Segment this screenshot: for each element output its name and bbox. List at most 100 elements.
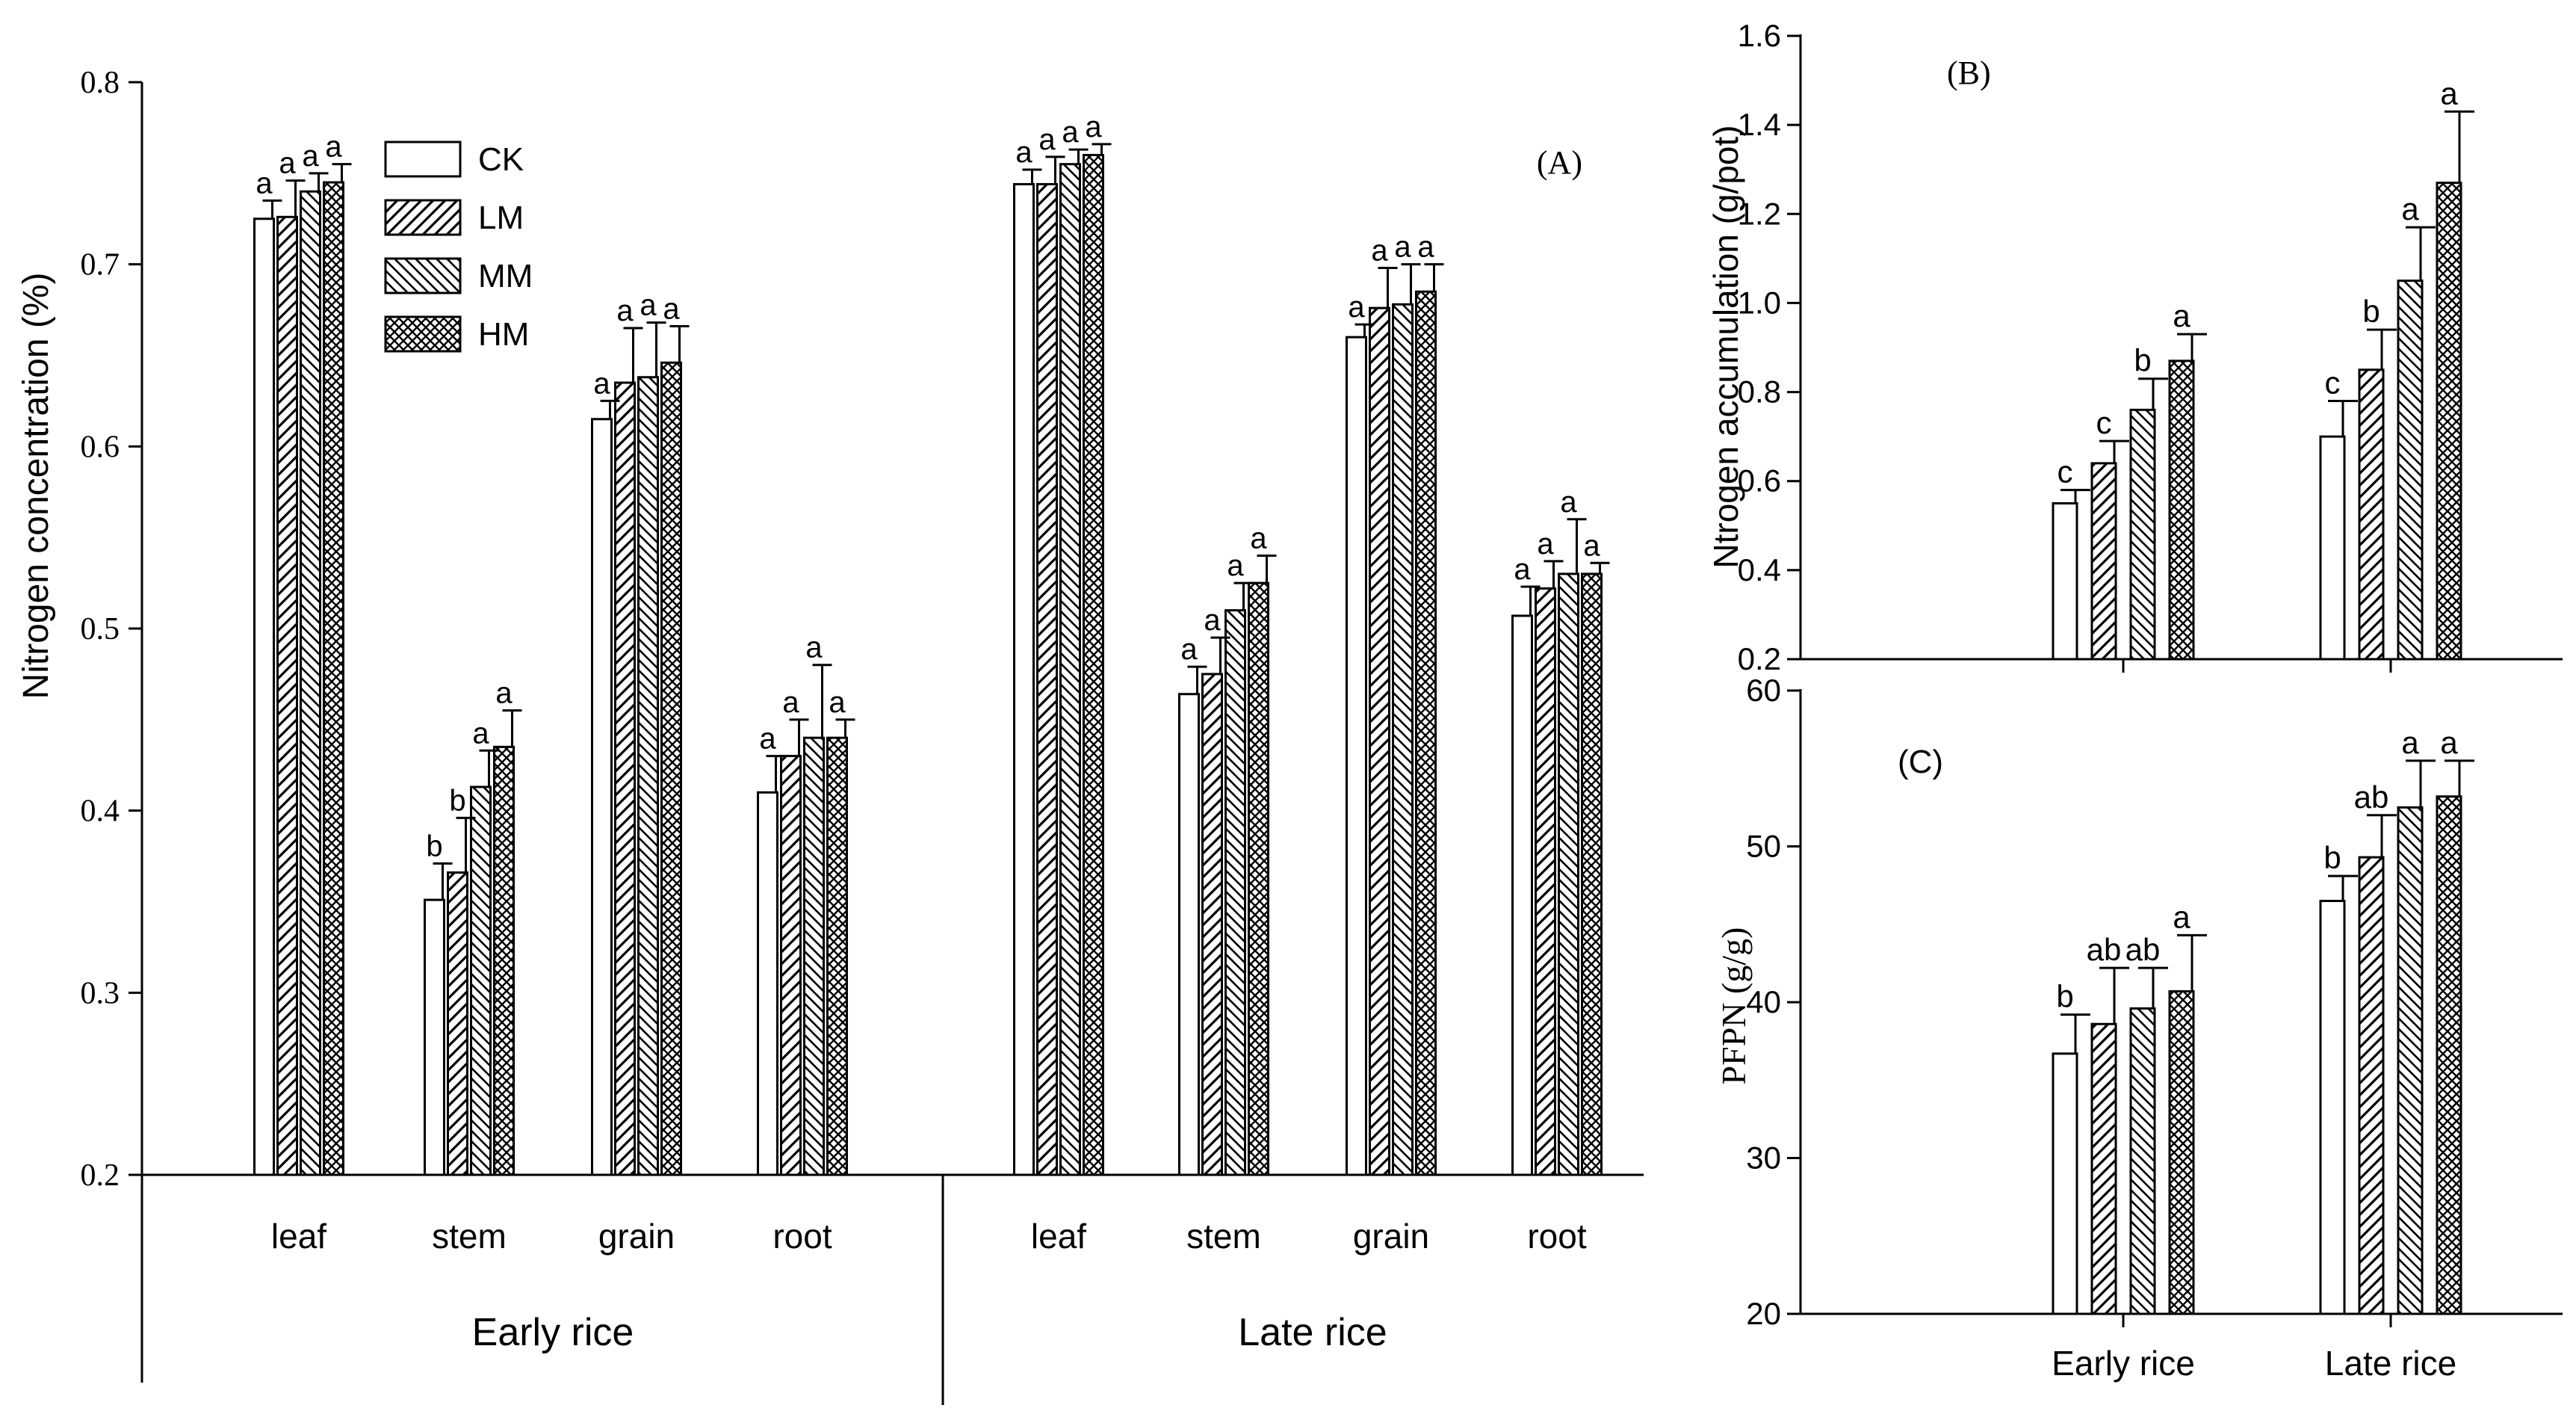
panel-a-hm-bar	[660, 361, 682, 1176]
panel-c-hm-significance-letter: a	[2440, 725, 2458, 760]
panel-a-ck-significance-letter: a	[593, 367, 610, 400]
panel-a-mm-bar	[637, 376, 659, 1176]
panel-a-lm-bar	[1369, 306, 1390, 1176]
panel-a-ck-bar	[253, 217, 275, 1176]
panel-a-ck-significance-letter: a	[1180, 633, 1198, 666]
panel-a-x-tick-label: grain	[1353, 1217, 1429, 1256]
legend-label-lm: LM	[478, 200, 524, 236]
panel-a-mm-bar	[470, 785, 492, 1176]
panel-c-lm-bar	[2358, 856, 2385, 1315]
panel-b-ck-bar	[2052, 502, 2078, 661]
panel-c-hm-significance-letter: a	[2173, 899, 2190, 934]
panel-a-legend: CK LM MM HM	[384, 141, 533, 353]
panel-c-mm-bar	[2397, 806, 2424, 1315]
panel-a-mm-significance-letter: a	[1560, 486, 1577, 519]
panel-a-mm-bar	[1059, 163, 1081, 1176]
legend-swatch-ck	[384, 141, 462, 178]
panel-a-hm-significance-letter: a	[829, 686, 846, 719]
panel-b-y-tick-label: 0.4	[1738, 552, 1781, 587]
legend-label-ck: CK	[478, 141, 524, 178]
panel-a-mm-significance-letter: a	[1394, 231, 1411, 264]
panel-a-mm-bar	[300, 190, 321, 1176]
panel-b-lm-significance-letter: b	[2362, 294, 2380, 329]
panel-b-y-tick-label: 0.6	[1738, 463, 1781, 498]
legend-swatch-lm	[384, 199, 462, 236]
panel-c-lm-significance-letter: ab	[2087, 932, 2122, 967]
panel-a-x-tick-label: leaf	[271, 1217, 326, 1256]
panel-a-lm-bar	[447, 871, 468, 1176]
panel-b-y-tick-label: 1.6	[1738, 18, 1781, 53]
panel-a-x-tick-label: root	[1527, 1217, 1586, 1256]
panel-a-y-tick-label: 0.5	[81, 612, 120, 646]
panel-a-ck-bar	[1511, 614, 1533, 1176]
panel-c-x-tick-label: Early rice	[2052, 1344, 2195, 1383]
panel-a-hm-bar	[826, 736, 848, 1176]
panel-c-y-tick-label: 60	[1746, 673, 1781, 708]
panel-a-ck-bar	[1346, 336, 1367, 1176]
panel-a-x-tick-label: stem	[432, 1217, 507, 1256]
panel-a-x-tick-label: root	[773, 1217, 832, 1256]
legend-label-hm: HM	[478, 316, 529, 353]
panel-b-y-tick-label: 0.2	[1738, 641, 1781, 676]
panel-a-ck-bar	[1013, 182, 1035, 1176]
panel-a-lm-bar	[780, 755, 802, 1176]
panel-a-hm-significance-letter: a	[1250, 522, 1267, 555]
panel-a-lm-bar	[276, 215, 298, 1176]
panel-b-lm-significance-letter: c	[2096, 405, 2112, 440]
panel-a-lm-significance-letter: a	[782, 686, 799, 719]
panel-c-mm-significance-letter: a	[2401, 725, 2419, 760]
panel-b-lm-bar	[2090, 462, 2117, 661]
panel-a-lm-significance-letter: a	[279, 147, 296, 180]
panel-a-mm-significance-letter: a	[1227, 549, 1244, 582]
panel-c-ck-bar	[2319, 899, 2346, 1315]
panel-b-y-tick-label: 0.8	[1738, 374, 1781, 410]
panel-a-mm-significance-letter: a	[302, 140, 319, 173]
panel-a-ck-bar	[1178, 693, 1200, 1176]
panel-c-mm-significance-letter: ab	[2125, 932, 2161, 967]
panel-a-hm-significance-letter: a	[1417, 231, 1434, 264]
panel-b-mm-bar	[2397, 280, 2424, 661]
panel-a-x-tick-label: grain	[598, 1217, 675, 1256]
panel-a-mm-significance-letter: a	[472, 717, 489, 750]
panel-a-hm-significance-letter: a	[663, 293, 680, 326]
panel-b-mm-significance-letter: a	[2401, 191, 2419, 226]
panel-a-y-tick-label: 0.4	[81, 794, 120, 829]
panel-c-hm-bar	[2436, 795, 2462, 1315]
panel-c-y-tick-label: 20	[1746, 1296, 1781, 1331]
panel-b-hm-significance-letter: a	[2173, 298, 2190, 333]
panel-a-ck-significance-letter: a	[1015, 136, 1032, 169]
panel-a-lm-bar	[1036, 182, 1058, 1176]
panel-c-y-axis-label: PFPN (g/g)	[1715, 927, 1753, 1085]
panel-b-chart: Ntrogen accumulation (g/pot) (B) 0.20.40…	[1706, 18, 2563, 676]
legend-label-mm: MM	[478, 258, 533, 294]
panel-a-group-label: Early rice	[472, 1311, 634, 1354]
panel-a-ck-significance-letter: a	[1514, 553, 1531, 586]
panel-b-hm-significance-letter: a	[2440, 75, 2458, 111]
panel-a-ck-bar	[424, 898, 445, 1176]
panel-a-axes: 0.2 0.3 0.4 0.5 0.6 0.7 0.8 Early rice leaf stem g…	[81, 66, 1644, 1405]
panel-a-lm-significance-letter: a	[1537, 528, 1554, 561]
panel-a-label: (A)	[1537, 144, 1582, 181]
panel-a-y-tick-label: 0.3	[81, 976, 120, 1010]
panel-b-mm-bar	[2129, 408, 2156, 661]
panel-a-ck-significance-letter: a	[759, 723, 776, 756]
panel-a-lm-significance-letter: a	[1204, 604, 1221, 637]
panel-b-y-tick-label: 1.2	[1738, 196, 1781, 231]
panel-a-ck-bar	[757, 791, 778, 1176]
legend-swatch-mm	[384, 257, 462, 294]
panel-a-lm-bar	[614, 381, 636, 1176]
panel-c-mm-bar	[2129, 1007, 2156, 1315]
panel-a-mm-significance-letter: a	[805, 632, 823, 664]
panel-a-ck-significance-letter: a	[1348, 291, 1365, 324]
panel-a-hm-bar	[1581, 572, 1603, 1176]
legend-swatch-hm	[384, 315, 462, 353]
panel-a-hm-bar	[1415, 290, 1437, 1176]
panel-b-hm-bar	[2436, 182, 2462, 661]
panel-c-ck-significance-letter: b	[2056, 979, 2073, 1014]
panel-a-chart: Nitrogen concentration (%) (A) 0.2 0.3 0.4…	[16, 66, 1644, 1405]
panel-b-mm-significance-letter: b	[2134, 343, 2151, 378]
panel-a-lm-significance-letter: a	[1371, 235, 1388, 268]
